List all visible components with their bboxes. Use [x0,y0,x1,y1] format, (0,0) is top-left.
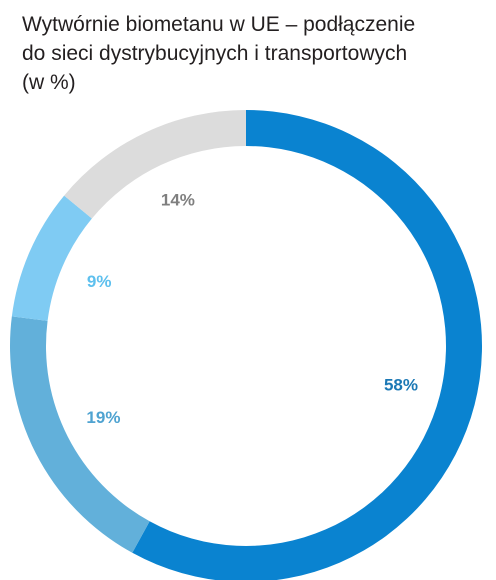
donut-slice-14 [64,110,246,219]
slice-label-14: 14% [161,191,195,210]
slice-label-19: 19% [86,408,120,427]
chart-title: Wytwórnie biometanu w UE – podłączenie d… [22,10,482,97]
donut-slice-9 [11,195,92,321]
slice-label-9: 9% [87,272,112,291]
chart-title-line-1: Wytwórnie biometanu w UE – podłączenie [22,13,416,36]
chart-title-line-3: (w %) [22,71,76,94]
chart-title-line-2: do sieci dystrybucyjnych i transportowyc… [22,42,408,65]
slice-label-58: 58% [384,375,418,394]
donut-labels: 58% 19% 9% 14% [86,191,418,427]
donut-slices [10,110,482,580]
donut-slice-19 [10,316,150,553]
donut-slice-58 [132,110,482,580]
